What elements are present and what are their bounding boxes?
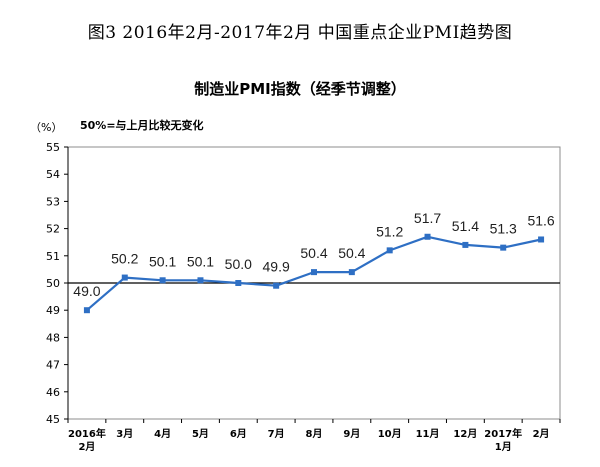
data-label: 50.0: [225, 256, 252, 272]
x-tick-label: 2月: [78, 441, 95, 453]
data-label: 50.2: [111, 251, 138, 267]
x-tick-label: 2017年: [484, 427, 522, 440]
x-tick-label: 12月: [453, 428, 477, 440]
data-label: 51.3: [490, 221, 517, 237]
x-tick-label: 2016年: [68, 427, 106, 440]
data-point: [235, 280, 242, 286]
x-tick-label: 9月: [343, 428, 360, 440]
data-point: [386, 247, 393, 254]
y-tick-label: 50: [46, 277, 60, 290]
data-label: 50.1: [149, 253, 176, 269]
x-tick-label: 5月: [192, 428, 209, 440]
data-point: [424, 233, 431, 240]
y-unit-label: （%）: [30, 121, 63, 134]
plot-frame: [67, 146, 561, 420]
baseline-note: 50%=与上月比较无变化: [80, 119, 204, 132]
y-tick-label: 48: [46, 331, 60, 344]
data-point: [83, 307, 90, 314]
pmi-series: [83, 233, 545, 314]
y-tick-label: 46: [46, 386, 60, 399]
data-point: [538, 236, 545, 243]
chart-title: 制造业PMI指数（经季节调整）: [194, 80, 406, 98]
x-tick-label: 6月: [230, 428, 247, 440]
data-point: [462, 241, 469, 248]
data-point: [311, 269, 317, 276]
y-tick-label: 53: [46, 195, 60, 208]
figure-title: 图3 2016年2月-2017年2月 中国重点企业PMI趋势图: [87, 23, 513, 43]
data-label: 51.4: [452, 218, 479, 234]
data-point: [159, 277, 166, 284]
x-tick-label: 7月: [268, 428, 285, 440]
data-point: [348, 269, 355, 276]
data-label: 49.9: [263, 259, 290, 275]
y-tick-label: 49: [46, 304, 60, 317]
data-labels: 49.0 50.2 50.1 50.1 50.0 49.9 50.4 50.4 51.2 51.7…: [73, 210, 555, 299]
data-label: 51.6: [527, 212, 554, 228]
data-label: 51.7: [414, 210, 441, 226]
data-label: 51.2: [376, 223, 403, 239]
x-tick-label: 4月: [154, 428, 171, 440]
y-tick-label: 51: [46, 250, 60, 263]
y-tick-label: 47: [46, 359, 60, 372]
x-tick-label: 2月: [533, 428, 550, 440]
y-tick-label: 54: [46, 168, 60, 181]
x-tick-label: 3月: [116, 428, 133, 440]
data-label: 50.1: [187, 253, 214, 269]
data-label: 49.0: [73, 283, 100, 299]
data-label: 50.4: [338, 245, 365, 261]
x-tick-label: 1月: [495, 441, 512, 453]
y-tick-label: 52: [46, 223, 60, 236]
y-tick-label: 55: [46, 141, 60, 154]
data-point: [273, 282, 280, 289]
data-point: [121, 274, 128, 281]
x-tick-label: 8月: [306, 428, 323, 440]
x-tick-label: 11月: [416, 428, 440, 440]
data-label: 50.4: [300, 245, 327, 261]
data-point: [500, 244, 507, 251]
x-tick-label: 10月: [378, 428, 402, 440]
data-point: [197, 277, 204, 284]
y-axis-ticks: 45 46 47 48 49 50 51 52 53 54 55: [46, 141, 68, 426]
y-tick-label: 45: [46, 413, 60, 426]
